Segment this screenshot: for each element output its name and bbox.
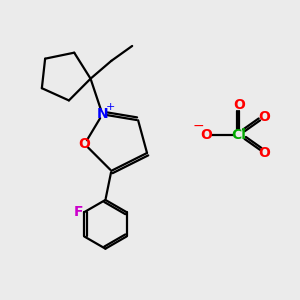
Text: F: F (74, 205, 83, 219)
Text: O: O (259, 110, 270, 124)
Text: O: O (233, 98, 245, 112)
Text: O: O (259, 146, 270, 160)
Text: O: O (200, 128, 212, 142)
Text: +: + (106, 102, 116, 112)
Text: N: N (97, 107, 108, 121)
Text: −: − (192, 119, 204, 133)
Text: O: O (79, 137, 91, 151)
Text: Cl: Cl (232, 128, 247, 142)
